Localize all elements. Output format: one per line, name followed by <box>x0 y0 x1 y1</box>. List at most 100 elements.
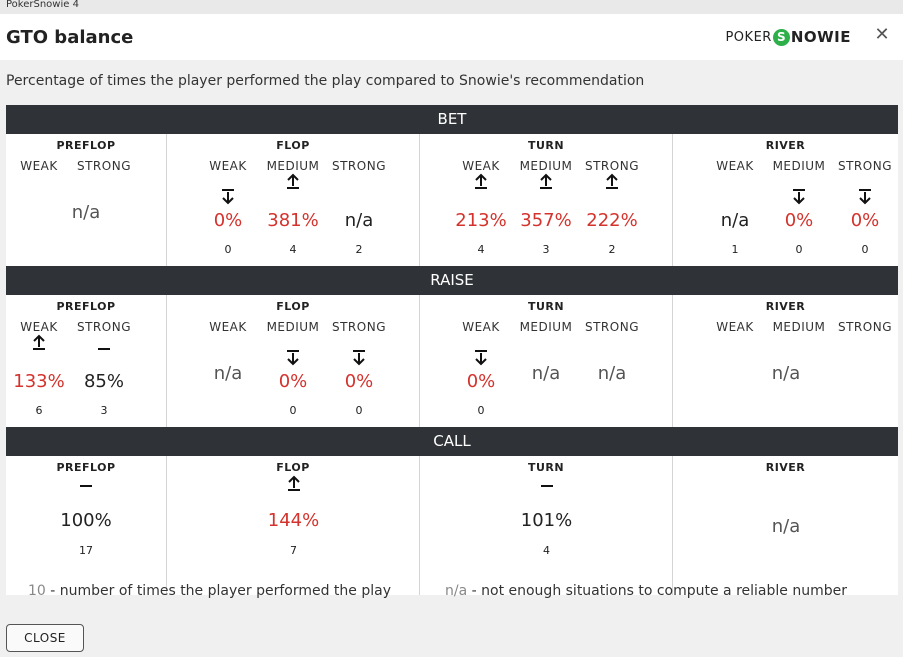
strength-label: WEAK <box>209 159 247 173</box>
close-button[interactable]: CLOSE <box>6 624 84 652</box>
section-header-raise: RAISE <box>6 266 898 295</box>
percentage-value: 381% <box>267 210 319 231</box>
section-header-bet: BET <box>6 105 898 134</box>
down-arrow-icon <box>285 349 301 367</box>
legend-na-sample: n/a <box>445 583 468 599</box>
strength-label: WEAK <box>716 320 754 334</box>
play-count: 0 <box>795 243 803 256</box>
street-column-flop: FLOP WEAK MEDIUM STRONG 0% 0 381% 4 n/a 2 <box>166 134 419 266</box>
street-column-river: RIVER n/a <box>672 456 898 595</box>
value-not-available: n/a <box>71 202 101 223</box>
strength-label: MEDIUM <box>519 159 573 173</box>
street-column-flop: FLOP WEAK MEDIUM STRONG n/a 0% 0 0% 0 <box>166 295 419 427</box>
play-count: 17 <box>79 544 93 557</box>
up-arrow-icon <box>31 333 47 351</box>
street-label: TURN <box>527 461 565 474</box>
down-arrow-icon <box>351 349 367 367</box>
percentage-value: 133% <box>13 371 65 392</box>
pokersnowie-logo: POKER S NOWIE <box>725 28 851 46</box>
strength-label: STRONG <box>584 320 639 334</box>
value-not-available: n/a <box>771 516 801 537</box>
street-label: RIVER <box>765 139 806 152</box>
up-arrow-icon <box>473 172 489 190</box>
up-arrow-icon <box>286 474 302 492</box>
percentage-value: 85% <box>83 371 124 392</box>
street-label: TURN <box>527 139 565 152</box>
strength-label: MEDIUM <box>266 320 320 334</box>
street-column-turn: TURN WEAK MEDIUM STRONG 0% 0 n/a n/a <box>419 295 672 427</box>
section-body-bet: PREFLOP WEAK STRONG n/a FLOP WEAK MEDIUM STRONG… <box>6 134 898 266</box>
percentage-value: 144% <box>267 510 320 531</box>
play-count: 4 <box>543 544 550 557</box>
strength-label: MEDIUM <box>772 159 826 173</box>
percentage-value: 222% <box>586 210 638 231</box>
play-count: 0 <box>861 243 869 256</box>
dash-icon <box>539 474 555 492</box>
logo-text-nowie: NOWIE <box>790 28 851 46</box>
play-count: 0 <box>224 243 232 256</box>
percentage-value: 0% <box>850 210 880 231</box>
street-label: FLOP <box>276 139 310 152</box>
play-count: 2 <box>355 243 363 256</box>
strength-label: WEAK <box>462 159 500 173</box>
window-title: PokerSnowie 4 <box>6 0 79 10</box>
value-not-available: n/a <box>597 363 627 384</box>
street-column-flop: FLOP 144% 7 <box>166 456 419 595</box>
dialog-header: GTO balance POKER S NOWIE ✕ <box>0 14 903 60</box>
window-titlebar: PokerSnowie 4 <box>0 0 903 14</box>
street-label: RIVER <box>765 461 806 474</box>
close-icon[interactable]: ✕ <box>874 24 890 45</box>
value-not-available: n/a <box>344 210 374 231</box>
play-count: 0 <box>477 404 485 417</box>
play-count: 2 <box>608 243 616 256</box>
percentage-value: 0% <box>278 371 308 392</box>
street-label: RIVER <box>765 300 806 313</box>
up-arrow-icon <box>285 172 301 190</box>
strength-label: STRONG <box>584 159 639 173</box>
strength-label: STRONG <box>76 320 131 334</box>
street-column-river: RIVER WEAK MEDIUM STRONG n/a 1 0% 0 0% 0 <box>672 134 898 266</box>
percentage-value: 0% <box>213 210 243 231</box>
play-count: 4 <box>477 243 485 256</box>
street-label: PREFLOP <box>56 139 116 152</box>
play-count: 1 <box>731 243 739 256</box>
play-count: 4 <box>289 243 297 256</box>
section-body-call: PREFLOP 100% 17 FLOP 144% 7 TURN 101% 4 RIVER n/a <box>6 456 898 595</box>
percentage-value: 0% <box>344 371 374 392</box>
percentage-value: 213% <box>455 210 507 231</box>
play-count: 0 <box>289 404 297 417</box>
play-count: 0 <box>355 404 363 417</box>
legend-count: 10 - number of times the player performe… <box>28 583 391 599</box>
up-arrow-icon <box>538 172 554 190</box>
strength-label: MEDIUM <box>772 320 826 334</box>
play-count: 6 <box>35 404 43 417</box>
strength-label: STRONG <box>837 320 892 334</box>
street-column-turn: TURN 101% 4 <box>419 456 672 595</box>
strength-label: STRONG <box>76 159 131 173</box>
logo-s-mark: S <box>772 28 790 46</box>
play-count: 3 <box>100 404 108 417</box>
strength-label: WEAK <box>462 320 500 334</box>
section-body-raise: PREFLOP WEAK STRONG 133% 6 85% 3 FLOP WEAK MEDIUM… <box>6 295 898 427</box>
section-header-call: CALL <box>6 427 898 456</box>
street-column-turn: TURN WEAK MEDIUM STRONG 213% 4 357% 3 222% 2 <box>419 134 672 266</box>
percentage-value: 100% <box>60 510 112 531</box>
down-arrow-icon <box>473 349 489 367</box>
play-count: 7 <box>290 544 297 557</box>
up-arrow-icon <box>604 172 620 190</box>
play-count: 3 <box>542 243 550 256</box>
value-not-available: n/a <box>771 363 801 384</box>
street-column-preflop: PREFLOP WEAK STRONG n/a <box>6 134 166 266</box>
street-label: FLOP <box>276 461 310 474</box>
legend-na-text: - not enough situations to compute a rel… <box>467 583 847 599</box>
legend-count-sample: 10 <box>28 583 46 599</box>
street-label: FLOP <box>276 300 310 313</box>
street-label: PREFLOP <box>56 461 116 474</box>
strength-label: STRONG <box>331 159 386 173</box>
dash-icon <box>96 337 112 355</box>
strength-label: MEDIUM <box>519 320 573 334</box>
percentage-value: 101% <box>520 510 573 531</box>
dialog-title: GTO balance <box>6 27 134 48</box>
percentage-value: 0% <box>784 210 814 231</box>
strength-label: MEDIUM <box>266 159 320 173</box>
